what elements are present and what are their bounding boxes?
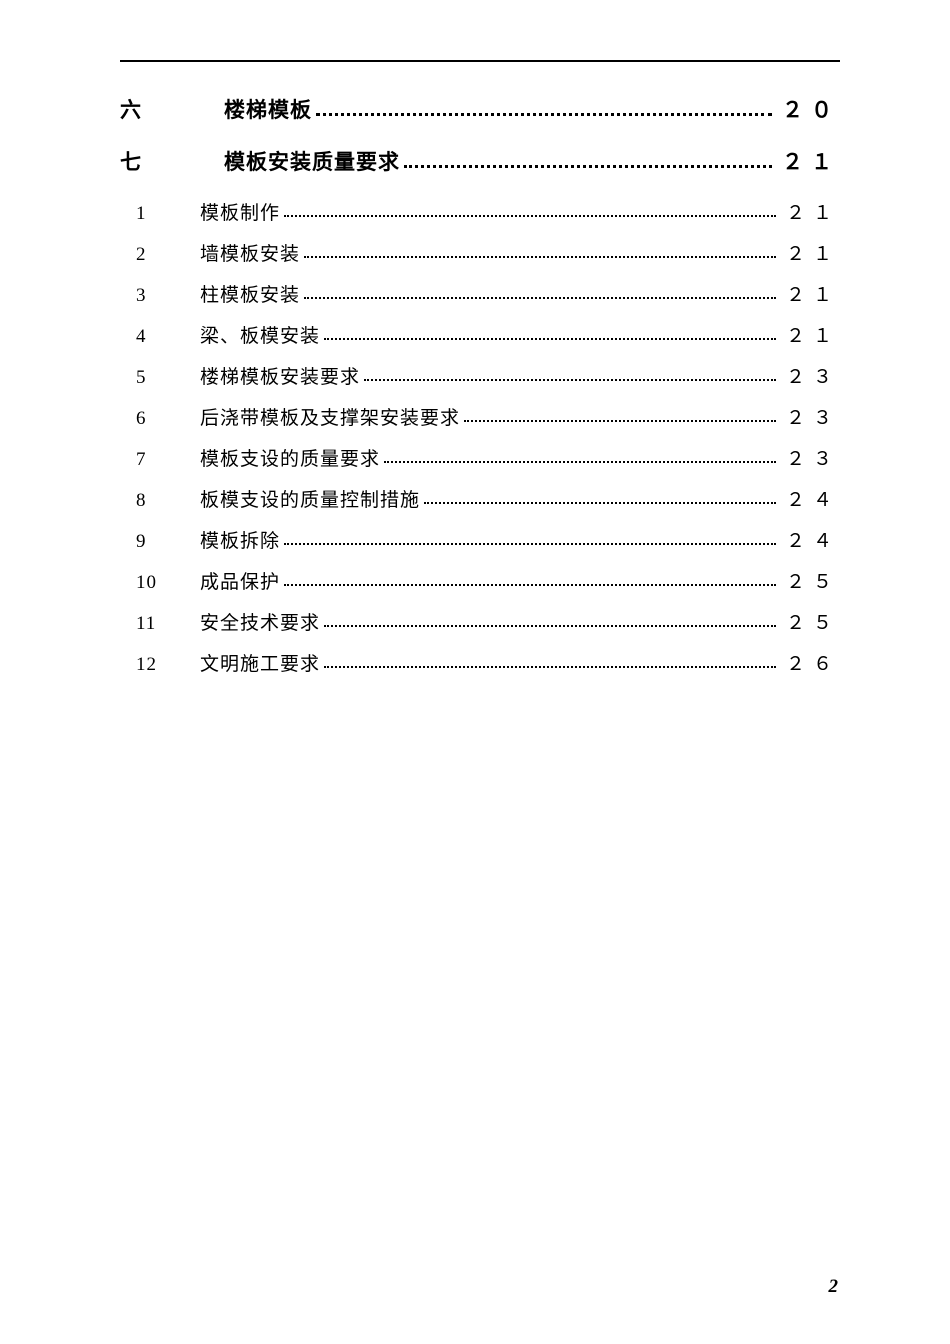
toc-entry: 4梁、板模安装 ２１ — [120, 321, 840, 348]
toc-leader-dots — [324, 649, 776, 668]
toc-entry-page: ２３ — [780, 362, 840, 389]
toc-entry-page: ２０ — [776, 94, 840, 124]
page-number: 2 — [829, 1276, 839, 1298]
toc-entry: 5楼梯模板安装要求 ２３ — [120, 362, 840, 389]
toc-entry-title: 梁、板模安装 — [200, 321, 320, 348]
toc-entry: 11安全技术要求 ２５ — [120, 608, 840, 635]
toc-entry-number: 8 — [120, 490, 200, 512]
toc-entry-number: 3 — [120, 285, 200, 307]
toc-entry-number: 9 — [120, 531, 200, 553]
toc-entry-number: 1 — [120, 203, 200, 225]
toc-entry: 8板模支设的质量控制措施 ２４ — [120, 485, 840, 512]
toc-entry-page: ２４ — [780, 526, 840, 553]
toc-entry-number: 12 — [120, 654, 200, 676]
toc-leader-dots — [284, 567, 776, 586]
toc-entry-page: ２４ — [780, 485, 840, 512]
toc-entry-number: 2 — [120, 244, 200, 266]
document-page: 六楼梯模板２０七模板安装质量要求２１1模板制作２１2墙模板安装２１3柱模板安装２… — [0, 0, 950, 1344]
toc-entry-page: ２３ — [780, 403, 840, 430]
toc-entry-page: ２６ — [780, 649, 840, 676]
toc-leader-dots — [324, 321, 776, 340]
toc-leader-dots — [284, 198, 776, 217]
toc-entry: 六楼梯模板 ２０ — [120, 94, 840, 124]
toc-entry: 7模板支设的质量要求 ２３ — [120, 444, 840, 471]
top-horizontal-rule — [120, 60, 840, 62]
toc-entry-number: 7 — [120, 449, 200, 471]
toc-leader-dots — [304, 280, 776, 299]
toc-leader-dots — [304, 239, 776, 258]
toc-entry-title: 墙模板安装 — [200, 239, 300, 266]
toc-entry-number: 10 — [120, 572, 200, 594]
toc-entry-number: 5 — [120, 367, 200, 389]
toc-leader-dots — [324, 608, 776, 627]
toc-leader-dots — [464, 403, 776, 422]
toc-entry-page: ２５ — [780, 608, 840, 635]
toc-entry-page: ２１ — [780, 198, 840, 225]
toc-entry-title: 柱模板安装 — [200, 280, 300, 307]
toc-entry-title: 模板制作 — [200, 198, 280, 225]
toc-leader-dots — [424, 485, 776, 504]
toc-entry: 6后浇带模板及支撑架安装要求 ２３ — [120, 403, 840, 430]
toc-entry: 2墙模板安装 ２１ — [120, 239, 840, 266]
toc-entry-number: 11 — [120, 613, 200, 635]
toc-leader-dots — [364, 362, 776, 381]
toc-entry-page: ２５ — [780, 567, 840, 594]
toc-leader-dots — [404, 147, 772, 168]
toc-entry-title: 成品保护 — [200, 567, 280, 594]
toc-entry-title: 楼梯模板 — [224, 94, 312, 124]
toc-entry-title: 模板安装质量要求 — [224, 146, 400, 176]
toc-entry-title: 文明施工要求 — [200, 649, 320, 676]
toc-entry-number: 6 — [120, 408, 200, 430]
toc-entry-page: ２１ — [776, 146, 840, 176]
toc-entry: 12文明施工要求 ２６ — [120, 649, 840, 676]
toc-entry-page: ２１ — [780, 321, 840, 348]
toc-entry-number: 4 — [120, 326, 200, 348]
toc-leader-dots — [284, 526, 776, 545]
toc-entry-title: 模板拆除 — [200, 526, 280, 553]
toc-leader-dots — [316, 95, 772, 116]
toc-entry-number: 六 — [120, 94, 224, 124]
toc-entry-title: 后浇带模板及支撑架安装要求 — [200, 403, 460, 430]
toc-entry-number: 七 — [120, 146, 224, 176]
toc-entry-page: ２１ — [780, 239, 840, 266]
toc-entry-title: 板模支设的质量控制措施 — [200, 485, 420, 512]
toc-entry: 3柱模板安装 ２１ — [120, 280, 840, 307]
toc-entry-page: ２１ — [780, 280, 840, 307]
toc-entry-title: 安全技术要求 — [200, 608, 320, 635]
toc-entry-title: 模板支设的质量要求 — [200, 444, 380, 471]
toc-entry: 9模板拆除 ２４ — [120, 526, 840, 553]
toc-entry: 1模板制作 ２１ — [120, 198, 840, 225]
toc-leader-dots — [384, 444, 776, 463]
toc-entry-title: 楼梯模板安装要求 — [200, 362, 360, 389]
table-of-contents: 六楼梯模板 ２０ 七模板安装质量要求 ２１ 1模板制作 ２１ 2墙模板安装 ２１ 3柱模板安装 ２… — [120, 94, 840, 676]
toc-entry: 10成品保护 ２５ — [120, 567, 840, 594]
toc-entry-page: ２３ — [780, 444, 840, 471]
toc-entry: 七模板安装质量要求 ２１ — [120, 146, 840, 176]
